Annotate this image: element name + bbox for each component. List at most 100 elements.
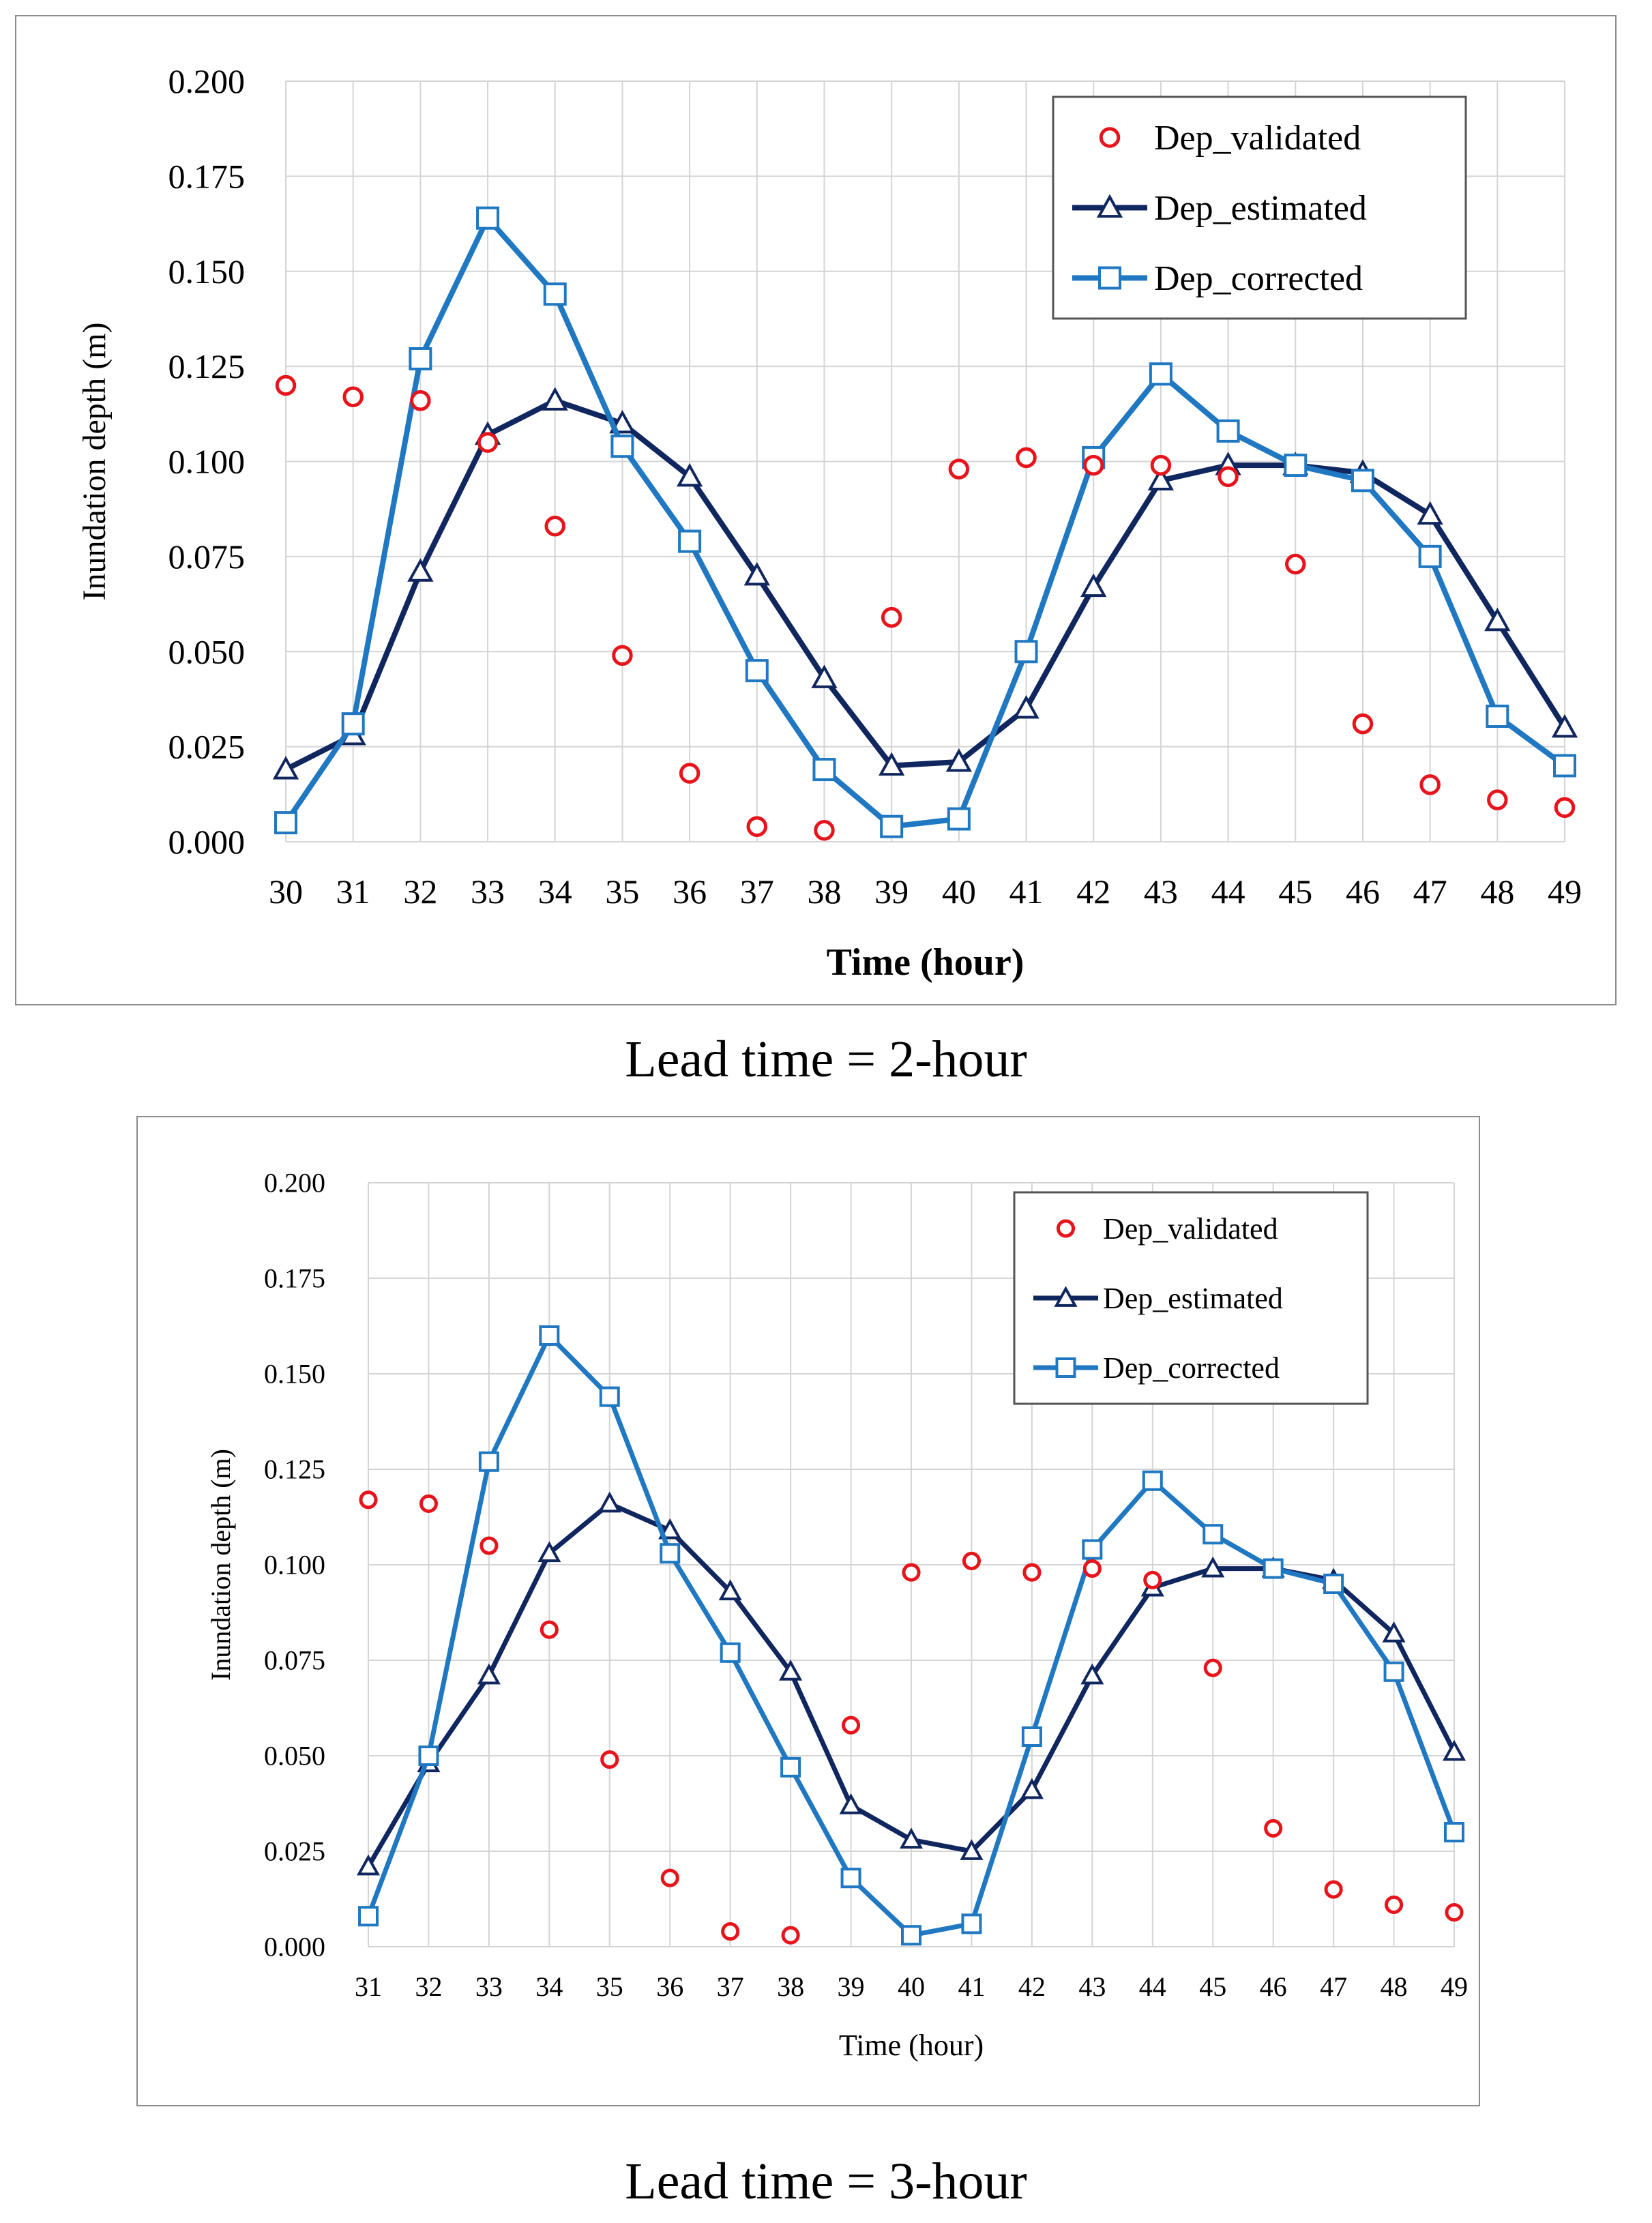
y-tick-label: 0.150 (264, 1359, 325, 1389)
point-dep-validated (948, 458, 970, 480)
y-tick-label: 0.025 (168, 728, 246, 766)
point-dep-estimated (779, 1660, 803, 1681)
x-tick-label: 32 (403, 872, 437, 911)
x-tick-label: 36 (656, 1971, 683, 2002)
y-tick-label: 0.175 (264, 1263, 325, 1294)
point-dep-estimated (718, 1579, 742, 1601)
x-tick-label: 43 (1078, 1971, 1106, 2002)
point-dep-validated (600, 1750, 619, 1769)
x-tick-label: 30 (269, 872, 303, 911)
point-dep-validated (1554, 797, 1576, 819)
point-dep-validated (1150, 454, 1172, 476)
x-tick-label: 41 (1009, 872, 1044, 911)
point-dep-validated (1445, 1903, 1464, 1922)
x-tick-label: 39 (838, 1971, 865, 2002)
point-dep-corrected (543, 282, 567, 306)
chart-panel-lead-2h: 0.000 0.025 0.050 0.075 0.100 0.125 0.150 0.175… (15, 15, 1617, 1005)
x-tick-label: 45 (1278, 872, 1312, 911)
y-tick-label: 0.050 (264, 1741, 325, 1771)
point-dep-corrected (274, 811, 297, 835)
y-tick-label: 0.075 (168, 538, 246, 576)
point-dep-validated (480, 1536, 499, 1555)
point-dep-corrected (1203, 1524, 1224, 1545)
point-dep-estimated (676, 462, 703, 487)
point-dep-corrected (1351, 469, 1374, 492)
point-dep-estimated (1442, 1739, 1466, 1761)
point-dep-estimated (1147, 467, 1175, 490)
x-tick-label: 40 (942, 872, 976, 911)
point-dep-corrected (409, 347, 432, 370)
y-tick-label: 0.075 (264, 1645, 325, 1676)
point-dep-validated (746, 816, 768, 837)
point-dep-corrected (478, 1451, 499, 1472)
point-dep-corrected (961, 1913, 982, 1934)
point-dep-corrected (1486, 705, 1509, 728)
legend-label-estimated: Dep_estimated (1103, 1282, 1283, 1315)
x-tick-label: 32 (415, 1971, 442, 2002)
point-dep-validated (679, 763, 700, 784)
y-tick-label: 0.000 (168, 823, 246, 861)
point-dep-validated (721, 1922, 740, 1941)
point-dep-validated (544, 516, 565, 537)
point-dep-validated (1264, 1819, 1283, 1838)
point-dep-estimated (1201, 1556, 1225, 1578)
x-tick-label: 33 (471, 872, 505, 911)
x-tick-label: 37 (717, 1971, 744, 2002)
point-dep-estimated (477, 1663, 501, 1685)
point-dep-validated (1218, 466, 1239, 488)
x-tick-label: 38 (807, 872, 841, 911)
y-axis-label: Inundation depth (m) (76, 323, 113, 601)
point-dep-estimated (839, 1793, 863, 1814)
point-dep-corrected (947, 807, 971, 831)
point-dep-corrected (1021, 1726, 1042, 1747)
point-dep-validated (842, 1716, 861, 1735)
point-dep-validated (1385, 1895, 1404, 1914)
point-dep-corrected (1284, 454, 1308, 477)
point-dep-corrected (1553, 754, 1576, 778)
point-dep-validated (1487, 789, 1508, 810)
point-dep-corrected (1444, 1822, 1464, 1842)
point-dep-corrected (610, 435, 634, 458)
legend-marker-corrected (1098, 266, 1121, 290)
legend-label-corrected: Dep_corrected (1103, 1351, 1280, 1385)
point-dep-estimated (1551, 713, 1578, 738)
legend-marker-validated (1099, 127, 1121, 148)
point-dep-estimated (1080, 1663, 1104, 1685)
point-dep-validated (612, 645, 633, 666)
x-tick-label: 41 (958, 1971, 985, 2002)
point-dep-corrected (745, 659, 769, 683)
point-dep-validated (419, 1494, 438, 1513)
point-dep-corrected (1323, 1574, 1344, 1594)
y-tick-label: 0.175 (168, 157, 246, 195)
x-axis-label: Time (hour) (827, 941, 1024, 984)
x-tick-label: 34 (535, 1971, 563, 2002)
x-tick-label: 48 (1480, 872, 1514, 911)
point-dep-validated (275, 374, 297, 396)
y-tick-label: 0.125 (264, 1454, 325, 1485)
point-dep-corrected (1418, 544, 1442, 568)
series-dep-corrected (358, 1325, 1464, 1946)
point-dep-estimated (1020, 1778, 1044, 1799)
chart-lead-2h: 0.000 0.025 0.050 0.075 0.100 0.125 0.150 0.175… (76, 62, 1582, 984)
point-dep-corrected (812, 758, 836, 782)
point-dep-corrected (1014, 640, 1038, 664)
x-tick-label: 45 (1199, 1971, 1226, 2002)
point-dep-corrected (476, 206, 500, 230)
point-dep-corrected (901, 1925, 921, 1946)
point-dep-validated (359, 1490, 378, 1510)
y-tick-label: 0.200 (264, 1168, 325, 1198)
x-tick-label: 31 (355, 1971, 382, 2002)
legend-label-validated: Dep_validated (1103, 1212, 1278, 1246)
x-tick-label: 35 (605, 872, 639, 911)
point-dep-estimated (356, 1854, 381, 1876)
x-tick-label: 40 (898, 1971, 925, 2002)
x-tick-label: 44 (1211, 872, 1245, 911)
x-axis-label: Time (hour) (839, 2029, 984, 2062)
point-dep-validated (342, 386, 364, 407)
legend: Dep_validated Dep_estimated Dep_corrected (1013, 1191, 1369, 1405)
x-tick-label: 43 (1144, 872, 1178, 911)
point-dep-corrected (1263, 1558, 1284, 1579)
x-tick-label: 49 (1441, 1971, 1468, 2002)
point-dep-corrected (418, 1746, 439, 1766)
point-dep-corrected (358, 1906, 379, 1927)
